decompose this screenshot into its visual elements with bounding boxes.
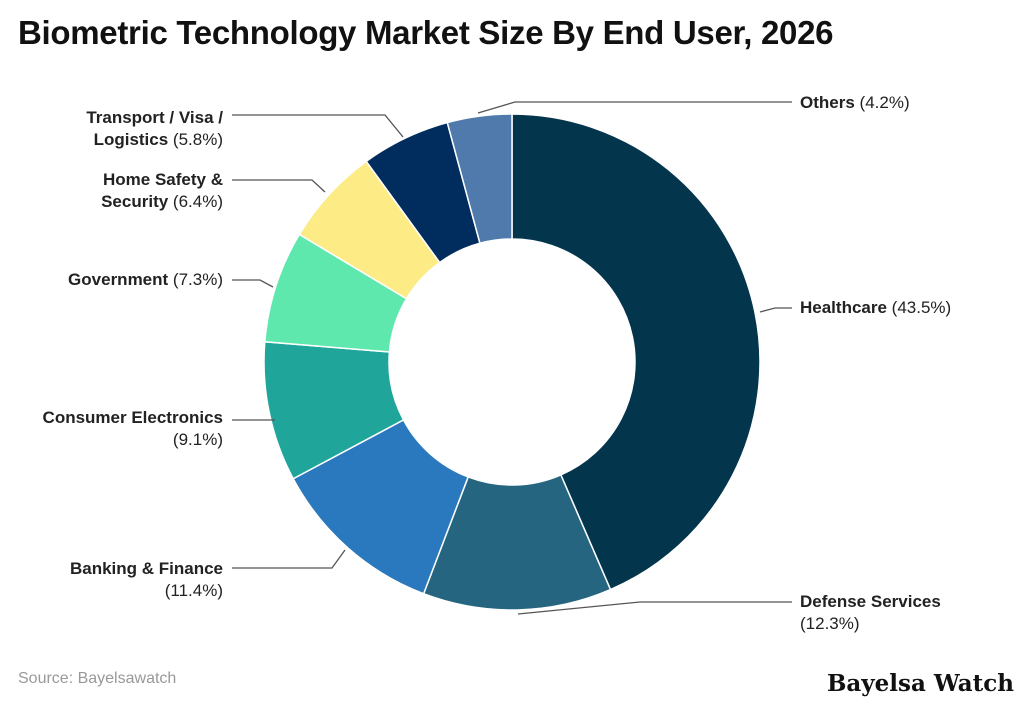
leader-line bbox=[517, 601, 792, 615]
label-healthcare: Healthcare (43.5%) bbox=[800, 298, 952, 317]
chart-title: Biometric Technology Market Size By End … bbox=[18, 14, 834, 51]
label-banking-finance: Banking & Finance (11.4%) bbox=[69, 559, 223, 600]
label-defense-services: Defense Services (12.3%) bbox=[800, 592, 941, 633]
leader-line bbox=[232, 179, 326, 193]
leader-line bbox=[477, 101, 792, 114]
label-home-safety: Home Safety & Security (6.4%) bbox=[101, 170, 223, 211]
slice-healthcare bbox=[511, 113, 761, 591]
label-consumer-electronics: Consumer Electronics (9.1%) bbox=[42, 408, 223, 449]
leader-line bbox=[759, 307, 792, 313]
source-note: Source: Bayelsawatch bbox=[18, 670, 177, 687]
brand-logo: Bayelsa Watch bbox=[826, 670, 1014, 697]
label-transport: Transport / Visa / Logistics (5.8%) bbox=[86, 108, 223, 149]
leader-line bbox=[232, 279, 274, 288]
label-others: Others (4.2%) bbox=[800, 93, 910, 112]
label-government: Government (7.3%) bbox=[68, 270, 223, 289]
leader-line bbox=[232, 114, 404, 138]
leader-line bbox=[232, 549, 346, 569]
slice-others bbox=[446, 113, 513, 245]
